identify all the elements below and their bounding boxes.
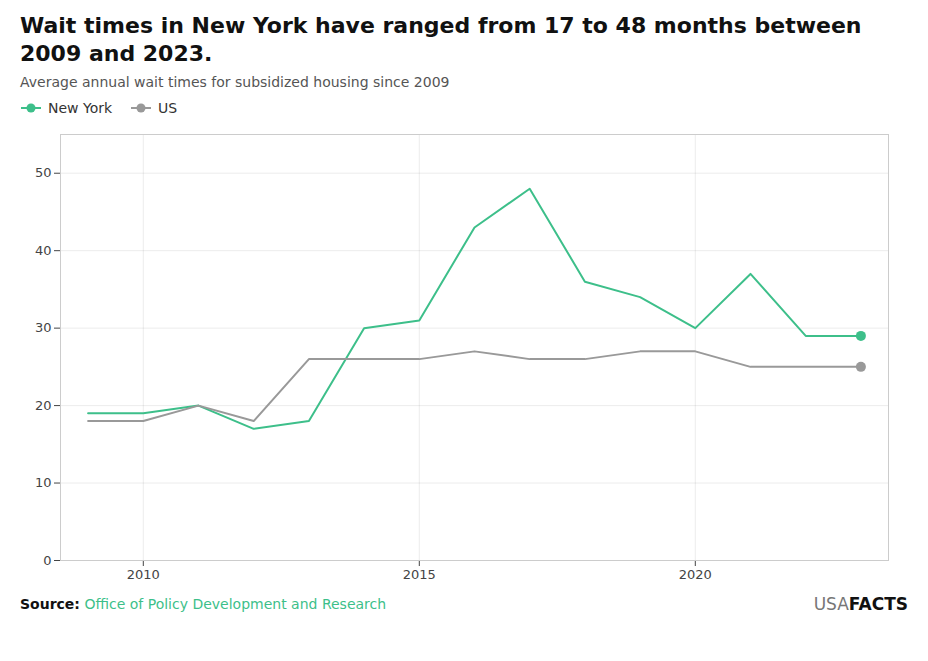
html-text:New York: New York — [48, 100, 113, 116]
html-text:Source: Office of Policy Devel: Source: Office of Policy Development and… — [20, 596, 387, 612]
html-text:Wait times in New York have ra: Wait times in New York have ranged from … — [20, 13, 862, 66]
html-text:Average annual wait times for: Average annual wait times for subsidized… — [20, 74, 450, 90]
html-text:US: US — [158, 100, 178, 116]
svg-text:0: 0 — [43, 553, 51, 568]
svg-text:2015: 2015 — [403, 567, 436, 582]
html-text:USA FACTS: USA FACTS — [813, 594, 908, 614]
svg-text:50: 50 — [35, 165, 52, 180]
svg-text:40: 40 — [35, 243, 52, 258]
svg-text:20: 20 — [35, 398, 52, 413]
svg-text:2010: 2010 — [127, 567, 160, 582]
svg-text:10: 10 — [35, 475, 52, 490]
svg-text:30: 30 — [35, 320, 52, 335]
svg-text:2020: 2020 — [679, 567, 712, 582]
